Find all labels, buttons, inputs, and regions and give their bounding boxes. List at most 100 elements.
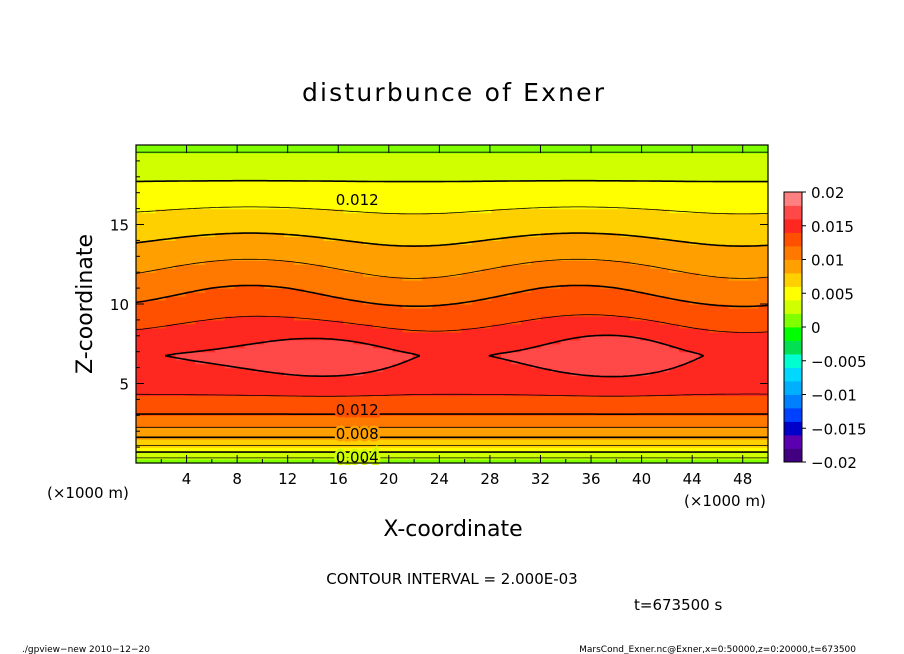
contour-cell bbox=[165, 315, 177, 321]
contour-cell bbox=[748, 399, 759, 404]
contour-cell bbox=[402, 236, 414, 241]
contour-cell bbox=[432, 351, 443, 357]
contour-cell bbox=[570, 268, 581, 273]
contour-cell bbox=[540, 284, 552, 289]
contour-cell bbox=[145, 375, 157, 381]
contour-cell bbox=[639, 156, 651, 162]
contour-cell bbox=[511, 148, 522, 154]
contour-cell bbox=[224, 288, 236, 293]
contour-cell bbox=[452, 164, 463, 170]
contour-cell bbox=[145, 216, 157, 222]
contour-cell bbox=[254, 224, 265, 230]
contour-cell bbox=[155, 156, 167, 162]
contour-cell bbox=[728, 145, 739, 150]
contour-cell bbox=[679, 296, 690, 301]
contour-cell bbox=[412, 387, 423, 393]
contour-cell bbox=[136, 395, 147, 400]
contour-cell bbox=[738, 403, 749, 408]
contour-cell bbox=[461, 351, 473, 357]
contour-cell bbox=[264, 172, 275, 178]
contour-cell bbox=[313, 371, 325, 377]
contour-cell bbox=[491, 228, 502, 234]
contour-cell bbox=[669, 244, 680, 249]
contour-cell bbox=[422, 383, 433, 389]
contour-cell bbox=[195, 252, 206, 257]
contour-cell bbox=[521, 387, 532, 393]
contour-cell bbox=[165, 280, 177, 285]
contour-cell bbox=[432, 331, 443, 337]
contour-cell bbox=[550, 184, 562, 190]
contour-cell bbox=[175, 459, 186, 464]
contour-cell bbox=[679, 212, 690, 218]
contour-cell bbox=[402, 216, 414, 222]
contour-cell bbox=[659, 145, 670, 150]
contour-cell bbox=[284, 391, 295, 397]
contour-cell bbox=[303, 224, 315, 230]
contour-cell bbox=[274, 208, 285, 214]
contour-cell bbox=[333, 164, 344, 170]
contour-cell bbox=[471, 304, 483, 309]
contour-cell bbox=[659, 288, 670, 293]
contour-cell bbox=[313, 363, 325, 369]
contour-cell bbox=[294, 188, 305, 194]
contour-cell bbox=[274, 347, 285, 353]
contour-cell bbox=[264, 300, 275, 305]
contour-cell bbox=[254, 272, 265, 277]
contour-cell bbox=[382, 391, 394, 397]
contour-cell bbox=[294, 379, 305, 385]
contour-cell bbox=[718, 311, 730, 317]
contour-cell bbox=[481, 280, 493, 285]
contour-cell bbox=[303, 228, 315, 234]
contour-cell bbox=[254, 288, 265, 293]
contour-cell bbox=[610, 423, 621, 428]
contour-cell bbox=[689, 172, 700, 178]
contour-cell bbox=[244, 351, 256, 357]
contour-cell bbox=[442, 371, 453, 377]
contour-cell bbox=[452, 232, 463, 238]
contour-cell bbox=[481, 145, 493, 150]
contour-cell bbox=[540, 391, 552, 397]
contour-cell bbox=[294, 439, 305, 444]
contour-cell bbox=[244, 415, 256, 420]
contour-cell bbox=[264, 188, 275, 194]
contour-cell bbox=[471, 451, 483, 456]
contour-cell bbox=[471, 152, 483, 158]
contour-cell bbox=[412, 145, 423, 150]
contour-cell bbox=[698, 439, 710, 444]
contour-cell bbox=[323, 216, 335, 222]
contour-cell bbox=[659, 339, 670, 345]
contour-cell bbox=[333, 272, 344, 277]
contour-cell bbox=[303, 343, 315, 349]
contour-cell bbox=[432, 363, 443, 369]
contour-cell bbox=[432, 383, 443, 389]
contour-cell bbox=[244, 188, 256, 194]
contour-cell bbox=[392, 375, 404, 381]
contour-cell bbox=[382, 311, 394, 317]
contour-cell bbox=[373, 391, 384, 397]
contour-cell bbox=[629, 152, 641, 158]
contour-cell bbox=[402, 264, 414, 269]
contour-cell bbox=[619, 339, 631, 345]
contour-cell bbox=[234, 148, 246, 154]
contour-cell bbox=[698, 196, 710, 202]
contour-cell bbox=[205, 196, 216, 202]
contour-cell bbox=[590, 300, 601, 305]
contour-cell bbox=[175, 343, 186, 349]
contour-cell bbox=[215, 359, 226, 365]
contour-cell bbox=[313, 323, 325, 329]
contour-cell bbox=[521, 307, 532, 313]
contour-cell bbox=[195, 351, 206, 357]
contour-cell bbox=[294, 208, 305, 214]
contour-cell bbox=[215, 184, 226, 190]
contour-cell bbox=[185, 264, 196, 269]
contour-cell bbox=[610, 292, 621, 297]
contour-cell bbox=[412, 292, 423, 297]
contour-cell bbox=[392, 224, 404, 230]
contour-cell bbox=[481, 415, 493, 420]
contour-cell bbox=[412, 451, 423, 456]
contour-cell bbox=[353, 304, 364, 309]
contour-cell bbox=[560, 423, 572, 428]
contour-cell bbox=[264, 355, 275, 361]
contour-cell bbox=[442, 307, 453, 313]
contour-cell bbox=[728, 459, 739, 464]
